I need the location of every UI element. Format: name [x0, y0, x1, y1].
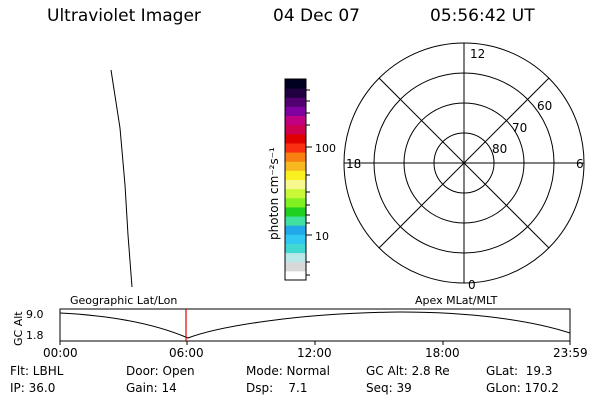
color-bar-segment: [285, 115, 306, 126]
color-bar-ticks: [306, 89, 312, 276]
polar-lat-70: 70: [512, 121, 527, 135]
polar-label-18: 18: [346, 157, 361, 171]
color-bar-segment: [285, 252, 306, 263]
color-bar-segment: [285, 225, 306, 235]
color-bar-segment: [285, 179, 306, 190]
polar-plot: [343, 42, 585, 284]
info-door: Door: Open: [126, 364, 195, 378]
info-gc-alt: GC Alt: 2.8 Re: [366, 364, 450, 378]
color-bar-segment: [285, 97, 306, 107]
polar-label-6: 6: [576, 157, 584, 171]
color-bar-segment: [285, 170, 306, 180]
color-bar-tick-10: 10: [315, 230, 329, 243]
info-glat: GLat: 19.3: [486, 364, 553, 378]
color-bar-segment: [285, 270, 306, 281]
timeline-x-tick-0000: 00:00: [43, 346, 78, 360]
info-mode: Mode: Normal: [246, 364, 330, 378]
color-bar-segment: [285, 88, 306, 98]
color-bar-segment: [285, 261, 306, 272]
color-bar-segment: [285, 106, 306, 117]
color-bar-unit-label: photon cm⁻²s⁻¹: [267, 147, 281, 240]
color-bar-segment: [285, 188, 306, 199]
color-bar-segment: [285, 206, 306, 217]
color-bar-segment: [285, 234, 306, 244]
color-bar-segment: [285, 243, 306, 254]
info-filter: Flt: LBHL: [10, 364, 64, 378]
geographic-limb-curve: [110, 69, 133, 288]
color-bar-segment: [285, 161, 306, 171]
color-bar-segment: [285, 152, 306, 162]
instrument-title: Ultraviolet Imager: [47, 6, 201, 26]
timeline-x-tick-2359: 23:59: [553, 346, 588, 360]
info-ip: IP: 36.0: [10, 381, 56, 395]
color-bar-segment: [285, 79, 306, 89]
timeline-y-tick-1.8: 1.8: [26, 329, 44, 342]
timeline-y-tick-9: 9.0: [26, 308, 44, 321]
info-glon: GLon: 170.2: [486, 381, 559, 395]
info-dsp: Dsp: 7.1: [246, 381, 308, 395]
color-bar-segment: [285, 216, 306, 226]
info-gain: Gain: 14: [126, 381, 177, 395]
timeline-x-ticks: [59, 341, 571, 345]
apex-label: Apex MLat/MLT: [415, 294, 498, 307]
color-bar-tick-100: 100: [315, 142, 336, 155]
timeline-frame: [59, 308, 571, 342]
geographic-label: Geographic Lat/Lon: [70, 294, 178, 307]
observation-date: 04 Dec 07: [273, 6, 360, 26]
color-bar-segment: [285, 133, 306, 144]
timeline-x-tick-1200: 12:00: [297, 346, 332, 360]
polar-lat-60: 60: [537, 99, 552, 113]
polar-label-0: 0: [468, 278, 476, 292]
color-bar-segment: [285, 124, 306, 135]
polar-lat-80: 80: [492, 142, 507, 156]
polar-label-12: 12: [470, 47, 485, 61]
color-bar: [285, 79, 306, 281]
color-bar-segment: [285, 197, 306, 208]
timeline-x-tick-0600: 06:00: [169, 346, 204, 360]
color-bar-frame: [284, 78, 307, 281]
info-seq: Seq: 39: [366, 381, 412, 395]
observation-time: 05:56:42 UT: [430, 6, 535, 26]
timeline-x-tick-1800: 18:00: [425, 346, 460, 360]
altitude-curve: [59, 311, 571, 339]
color-bar-segment: [285, 142, 306, 153]
timeline-y-label: GC Alt: [12, 311, 25, 346]
